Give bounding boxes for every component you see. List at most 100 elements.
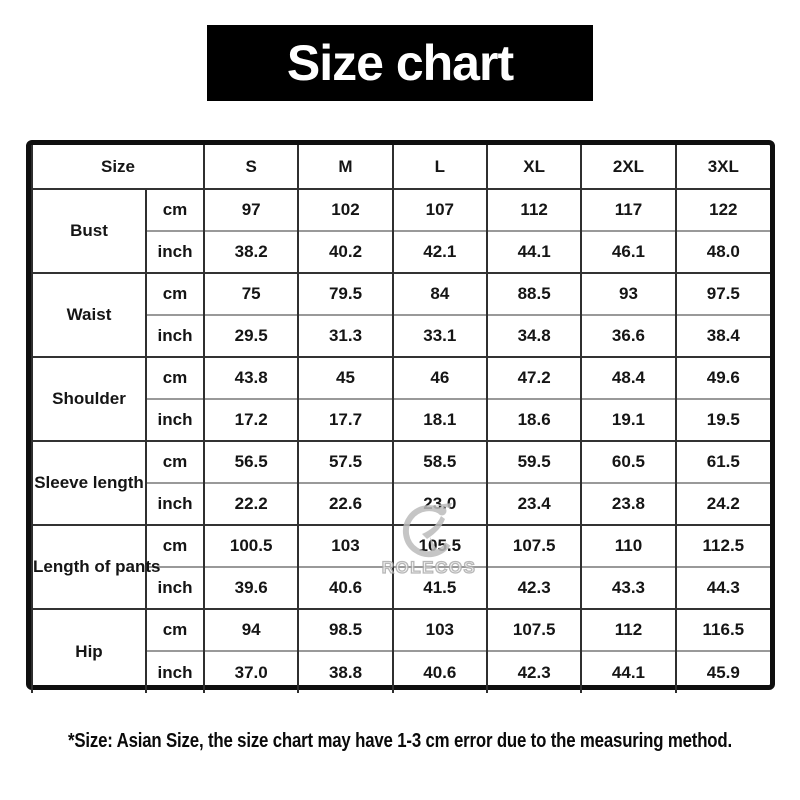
measure-label-waist: Waist — [31, 272, 146, 357]
table-row: inch 37.0 38.8 40.6 42.3 44.1 45.9 — [32, 650, 770, 693]
column-header-xl: XL — [485, 145, 582, 189]
cell-value: 79.5 — [297, 272, 393, 315]
measure-label-sleeve-length: Sleeve length — [31, 440, 146, 525]
cell-value: 24.2 — [674, 482, 770, 525]
cell-value: 31.3 — [297, 314, 393, 357]
unit-inch-label: inch — [145, 398, 204, 441]
column-header-s: S — [202, 145, 299, 189]
table-row: Length of pants cm 100.5 103 105.5 107.5… — [31, 524, 770, 609]
cell-value: 56.5 — [202, 440, 299, 483]
cell-value: 42.3 — [485, 566, 582, 609]
cell-value: 40.6 — [297, 566, 393, 609]
measure-label-bust: Bust — [31, 188, 146, 273]
cell-value: 116.5 — [674, 608, 770, 651]
column-header-2xl: 2XL — [580, 145, 676, 189]
cell-value: 17.2 — [202, 398, 299, 441]
cell-value: 48.4 — [580, 356, 676, 399]
cell-value: 33.1 — [391, 314, 487, 357]
cell-value: 48.0 — [674, 230, 770, 273]
cell-value: 42.1 — [391, 230, 487, 273]
table-row: Hip cm 94 98.5 103 107.5 112 116.5 — [31, 608, 770, 693]
measure-label-shoulder: Shoulder — [31, 356, 146, 441]
cell-value: 18.6 — [485, 398, 582, 441]
cell-value: 45 — [297, 356, 393, 399]
cell-value: 57.5 — [297, 440, 393, 483]
cell-value: 107.5 — [485, 608, 582, 651]
cell-value: 47.2 — [485, 356, 582, 399]
cell-value: 41.5 — [391, 566, 487, 609]
cell-value: 19.5 — [674, 398, 770, 441]
table-row: inch 29.5 31.3 33.1 34.8 36.6 38.4 — [32, 314, 770, 357]
unit-inch-label: inch — [145, 314, 204, 357]
unit-cm-label: cm — [145, 608, 204, 651]
cell-value: 43.3 — [580, 566, 676, 609]
cell-value: 18.1 — [391, 398, 487, 441]
table-row: inch 39.6 40.6 41.5 42.3 43.3 44.3 — [32, 566, 770, 609]
cell-value: 107.5 — [485, 524, 582, 567]
cell-value: 42.3 — [485, 650, 582, 693]
cell-value: 105.5 — [391, 524, 487, 567]
cell-value: 23.4 — [485, 482, 582, 525]
cell-value: 22.2 — [202, 482, 299, 525]
cell-value: 103 — [391, 608, 487, 651]
cell-value: 61.5 — [674, 440, 770, 483]
cell-value: 36.6 — [580, 314, 676, 357]
cell-value: 38.8 — [297, 650, 393, 693]
table-row: inch 38.2 40.2 42.1 44.1 46.1 48.0 — [32, 230, 770, 273]
column-header-m: M — [297, 145, 393, 189]
cell-value: 17.7 — [297, 398, 393, 441]
table-row: inch 22.2 22.6 23.0 23.4 23.8 24.2 — [32, 482, 770, 525]
unit-cm-label: cm — [145, 188, 204, 231]
page-title: Size chart — [286, 35, 514, 91]
size-disclaimer-note: *Size: Asian Size, the size chart may ha… — [67, 730, 733, 752]
cell-value: 45.9 — [674, 650, 770, 693]
cell-value: 59.5 — [485, 440, 582, 483]
cell-value: 39.6 — [202, 566, 299, 609]
table-row: Bust cm 97 102 107 112 117 122 — [31, 188, 770, 273]
table-row: inch 17.2 17.7 18.1 18.6 19.1 19.5 — [32, 398, 770, 441]
cell-value: 23.0 — [391, 482, 487, 525]
cell-value: 102 — [297, 188, 393, 231]
size-header-cell: Size — [31, 145, 204, 189]
cell-value: 34.8 — [485, 314, 582, 357]
cell-value: 112 — [580, 608, 676, 651]
cell-value: 84 — [391, 272, 487, 315]
cell-value: 38.2 — [202, 230, 299, 273]
cell-value: 93 — [580, 272, 676, 315]
cell-value: 49.6 — [674, 356, 770, 399]
cell-value: 88.5 — [485, 272, 582, 315]
unit-inch-label: inch — [145, 566, 204, 609]
unit-inch-label: inch — [145, 482, 204, 525]
cell-value: 23.8 — [580, 482, 676, 525]
unit-cm-label: cm — [145, 524, 204, 567]
cell-value: 29.5 — [202, 314, 299, 357]
table-row: Waist cm 75 79.5 84 88.5 93 97.5 — [31, 272, 770, 357]
unit-inch-label: inch — [145, 650, 204, 693]
cell-value: 40.2 — [297, 230, 393, 273]
table-row: Sleeve length cm 56.5 57.5 58.5 59.5 60.… — [31, 440, 770, 525]
unit-cm-label: cm — [145, 356, 204, 399]
measure-label-hip: Hip — [31, 608, 146, 693]
cell-value: 46.1 — [580, 230, 676, 273]
measure-label-length-of-pants: Length of pants — [31, 524, 160, 609]
cell-value: 44.1 — [485, 230, 582, 273]
cell-value: 94 — [202, 608, 299, 651]
cell-value: 112.5 — [674, 524, 770, 567]
cell-value: 44.1 — [580, 650, 676, 693]
cell-value: 37.0 — [202, 650, 299, 693]
table-row: Shoulder cm 43.8 45 46 47.2 48.4 49.6 — [31, 356, 770, 441]
unit-inch-label: inch — [145, 230, 204, 273]
cell-value: 107 — [391, 188, 487, 231]
cell-value: 58.5 — [391, 440, 487, 483]
column-header-3xl: 3XL — [674, 145, 770, 189]
cell-value: 98.5 — [297, 608, 393, 651]
cell-value: 110 — [580, 524, 676, 567]
title-banner: Size chart — [207, 25, 593, 101]
cell-value: 40.6 — [391, 650, 487, 693]
size-table: Size S M L XL 2XL 3XL Bust cm 97 102 107… — [31, 145, 770, 693]
unit-cm-label: cm — [145, 440, 204, 483]
size-table-container: Size S M L XL 2XL 3XL Bust cm 97 102 107… — [26, 140, 775, 693]
cell-value: 112 — [485, 188, 582, 231]
cell-value: 103 — [297, 524, 393, 567]
